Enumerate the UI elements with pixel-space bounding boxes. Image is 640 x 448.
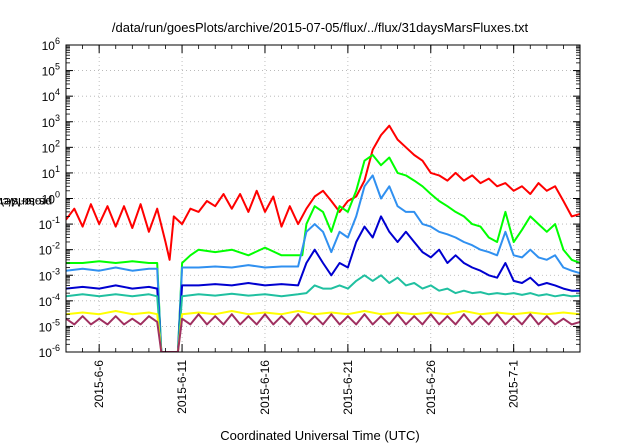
y-tick-base: 10 (42, 65, 56, 79)
y-tick-exponent: -6 (52, 343, 60, 353)
chart-title: /data/run/goesPlots/archive/2015-07-05/f… (111, 20, 529, 35)
y-tick-exponent: 0 (55, 190, 60, 200)
y-tick-exponent: -2 (52, 241, 60, 251)
y-tick-exponent: -1 (52, 215, 60, 225)
y-tick-label: 102 (42, 138, 60, 155)
y-tick-base: 10 (42, 167, 56, 181)
y-tick-base: 10 (39, 244, 53, 258)
y-tick-label: 10-6 (39, 343, 60, 360)
series-layer (66, 124, 580, 352)
y-tick-base: 10 (39, 346, 53, 360)
x-tick-label: 2015-7-1 (507, 360, 521, 408)
y-tick-base: 10 (42, 141, 56, 155)
y-tick-exponent: -4 (52, 292, 60, 302)
x-tick-label: 2015-6-11 (175, 360, 189, 414)
y-tick-exponent: 1 (55, 164, 60, 174)
y-tick-label: 104 (42, 87, 60, 104)
series-line-6 (66, 313, 580, 352)
y-tick-label: 10-5 (39, 317, 60, 334)
y-tick-exponent: 5 (55, 62, 60, 72)
x-axis-label: Coordinated Universal Time (UTC) (220, 428, 420, 443)
y-tick-label: 10-4 (39, 292, 60, 309)
y-tick-label: 10-1 (39, 215, 60, 232)
y-tick-base: 10 (39, 320, 53, 334)
y-tick-base: 10 (42, 116, 56, 130)
y-tick-label: 100 (42, 190, 60, 207)
x-tick-label: 2015-6-6 (92, 360, 106, 408)
grid-lines (66, 45, 580, 352)
y-tick-label: 106 (42, 36, 60, 53)
y-tick-base: 10 (39, 218, 53, 232)
y-tick-exponent: 6 (55, 36, 60, 46)
y-axis-ticks: 10-610-510-410-310-210-11001011021031041… (39, 36, 580, 360)
y-tick-label: 103 (42, 113, 60, 130)
x-tick-label: 2015-6-26 (424, 360, 438, 415)
y-tick-exponent: -3 (52, 266, 60, 276)
y-tick-label: 105 (42, 62, 60, 79)
y-tick-base: 10 (39, 295, 53, 309)
y-tick-label: 10-3 (39, 266, 60, 283)
y-tick-exponent: 2 (55, 138, 60, 148)
y-tick-exponent: 4 (55, 87, 60, 97)
y-tick-base: 10 (39, 269, 53, 283)
y-tick-base: 10 (42, 90, 56, 104)
y-tick-base: 10 (42, 39, 56, 53)
y-tick-base: 10 (42, 193, 56, 207)
x-tick-label: 2015-6-21 (341, 360, 355, 415)
y-tick-exponent: -5 (52, 317, 60, 327)
series-line-5 (66, 310, 580, 352)
series-line-0 (66, 124, 580, 261)
y-tick-label: 101 (42, 164, 60, 181)
y-tick-label: 10-2 (39, 241, 60, 258)
x-tick-label: 2015-6-16 (258, 360, 272, 415)
y-tick-exponent: 3 (55, 113, 60, 123)
x-axis-ticks: 2015-6-6 2015-6-11 2015-6-16 2015-6-21 2015-… (65, 45, 581, 415)
